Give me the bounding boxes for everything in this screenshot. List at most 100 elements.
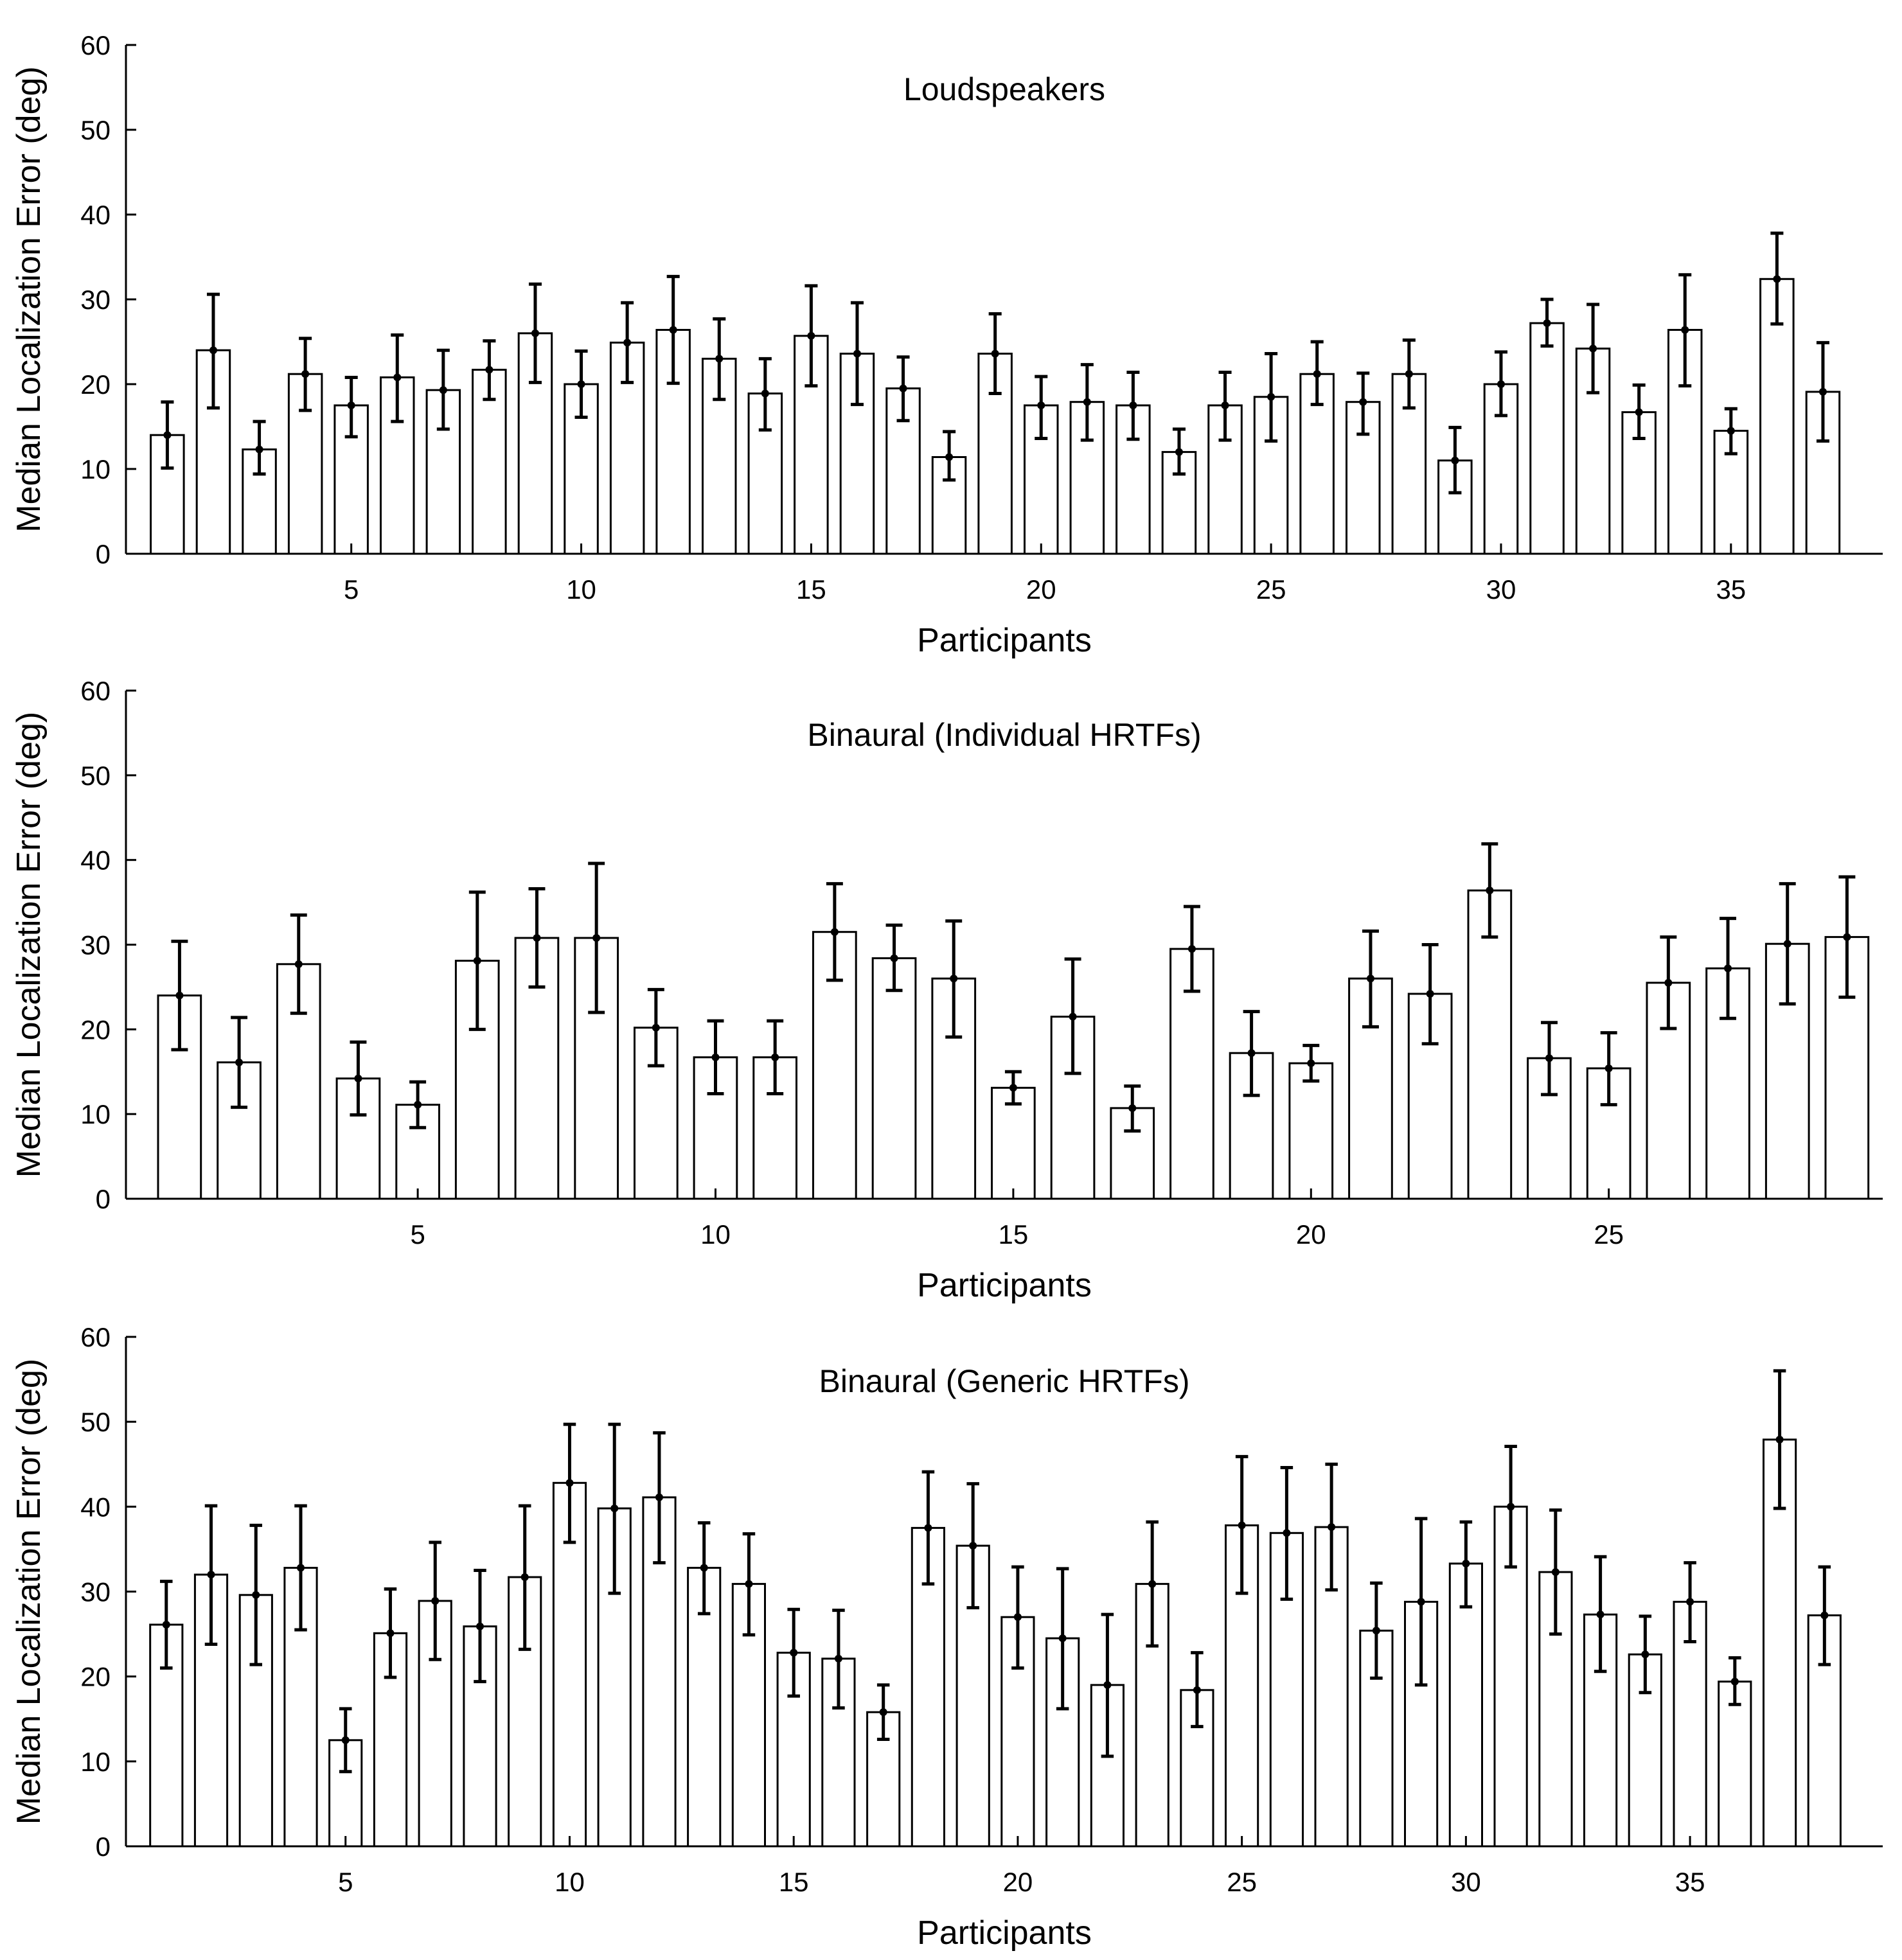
median-point — [1405, 370, 1413, 378]
median-point — [565, 1479, 574, 1487]
y-axis-title: Median Localization Error (deg) — [10, 66, 48, 532]
x-tick-label: 20 — [1026, 574, 1056, 605]
median-point — [252, 1591, 260, 1599]
median-point — [969, 1542, 977, 1550]
error-bar-participant-8 — [588, 861, 605, 1014]
error-bar-participant-25 — [1235, 1454, 1249, 1595]
median-point — [790, 1648, 798, 1657]
x-tick-label: 20 — [1003, 1867, 1033, 1897]
median-point — [520, 1573, 529, 1582]
error-bar-participant-9 — [518, 1504, 531, 1651]
error-bar-participant-2 — [231, 1016, 248, 1109]
median-point — [1221, 402, 1229, 409]
median-point — [1069, 1012, 1077, 1021]
median-point — [439, 386, 447, 394]
error-bar-participant-6 — [468, 890, 486, 1031]
x-tick-label: 20 — [1296, 1219, 1326, 1249]
chart-title: Binaural (Individual HRTFs) — [807, 717, 1201, 753]
error-bar-participant-18 — [1183, 905, 1200, 993]
chart-title: Loudspeakers — [903, 71, 1105, 107]
error-bar-participant-22 — [1126, 371, 1140, 441]
error-bar-participant-16 — [832, 1609, 845, 1710]
median-point — [235, 1058, 244, 1066]
bar-participant-17 — [885, 387, 921, 555]
error-bar-participant-17 — [876, 1683, 890, 1741]
error-bar-participant-26 — [1280, 1466, 1293, 1601]
median-point — [1058, 1634, 1067, 1643]
error-bar-participant-32 — [1586, 303, 1600, 394]
error-bar-participant-14 — [945, 919, 963, 1039]
x-tick-label: 5 — [410, 1219, 425, 1249]
median-point — [297, 1564, 305, 1572]
median-point — [991, 349, 999, 358]
error-bar-participant-35 — [1724, 407, 1738, 455]
error-bar-participant-11 — [767, 1019, 784, 1096]
median-point — [1103, 1681, 1112, 1689]
y-tick-label: 50 — [80, 1407, 111, 1437]
error-bar-participant-24 — [1541, 1021, 1558, 1097]
x-axis-title: Participants — [917, 622, 1092, 659]
median-point — [1775, 1435, 1784, 1444]
bar-participant-4 — [287, 373, 323, 555]
bar-participant-13 — [871, 957, 917, 1200]
error-bar-participant-7 — [528, 887, 546, 989]
error-bar-participant-35 — [1684, 1561, 1696, 1643]
error-bar-participant-3 — [253, 419, 266, 476]
median-point — [533, 933, 541, 942]
error-bar-participant-18 — [921, 1470, 935, 1586]
median-point — [592, 933, 601, 942]
y-tick-label: 60 — [80, 30, 111, 60]
median-point — [354, 1074, 362, 1082]
error-bar-participant-37 — [1816, 340, 1829, 443]
median-point — [1773, 275, 1781, 283]
median-point — [294, 960, 303, 968]
x-tick-label: 5 — [338, 1867, 353, 1897]
median-point — [1783, 940, 1791, 948]
error-bar-participant-13 — [885, 923, 903, 993]
error-bar-participant-24 — [1191, 1651, 1204, 1729]
median-point — [386, 1629, 395, 1638]
error-bar-participant-21 — [1080, 363, 1094, 442]
error-bar-participant-11 — [621, 301, 634, 384]
error-bar-participant-14 — [758, 357, 772, 432]
error-bar-participant-19 — [966, 1482, 979, 1610]
median-point — [414, 1100, 422, 1109]
median-point — [1148, 1580, 1157, 1588]
y-tick-label: 50 — [80, 115, 111, 145]
median-point — [945, 453, 954, 461]
bar-participant-36 — [1718, 1681, 1752, 1848]
median-point — [1730, 1677, 1739, 1686]
y-tick-label: 60 — [80, 1322, 111, 1352]
error-bar-participant-16 — [850, 301, 864, 407]
median-point — [531, 329, 539, 337]
median-point — [1462, 1559, 1470, 1567]
y-tick-label: 30 — [80, 930, 111, 960]
error-bar-participant-26 — [1310, 340, 1324, 407]
error-bar-participant-30 — [1494, 350, 1507, 418]
error-bar-participant-4 — [299, 337, 312, 412]
error-bar-participant-9 — [528, 282, 542, 384]
x-tick-label: 10 — [555, 1867, 585, 1897]
error-bar-participant-36 — [1770, 231, 1784, 326]
error-bar-participant-33 — [1594, 1555, 1607, 1673]
error-bar-participant-4 — [350, 1040, 367, 1117]
median-point — [1013, 1613, 1022, 1621]
error-bar-participant-23 — [1481, 842, 1498, 939]
error-bar-participant-1 — [161, 400, 174, 470]
median-point — [1635, 408, 1643, 416]
median-point — [431, 1597, 440, 1605]
y-axis-title: Median Localization Error (deg) — [10, 712, 48, 1178]
median-point — [1128, 1104, 1137, 1112]
error-bar-participant-17 — [896, 355, 910, 423]
median-point — [1175, 448, 1183, 456]
y-tick-label: 30 — [80, 1577, 111, 1607]
median-point — [1664, 978, 1673, 987]
error-bar-participant-27 — [1720, 917, 1737, 1020]
median-point — [623, 339, 632, 347]
error-bar-participant-27 — [1325, 1462, 1338, 1592]
error-bar-participant-19 — [1243, 1010, 1260, 1097]
median-point — [745, 1580, 753, 1588]
error-bar-participant-10 — [563, 1422, 576, 1544]
median-point — [1417, 1598, 1425, 1606]
median-point — [1681, 326, 1689, 334]
